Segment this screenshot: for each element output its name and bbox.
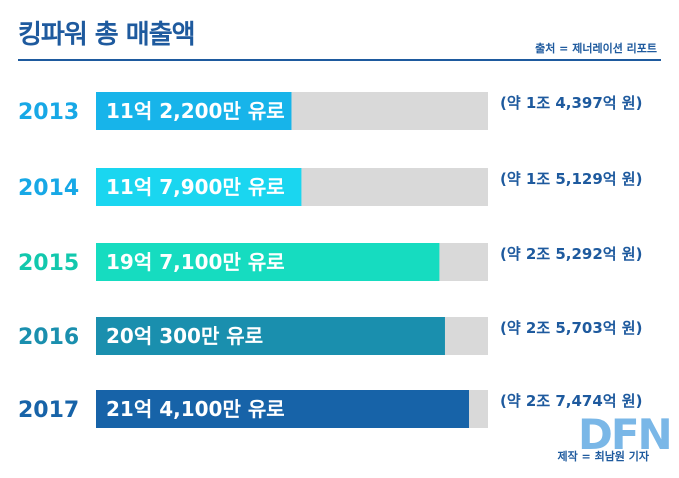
bar-value-label-2013: 11억 2,200만 유로 — [106, 99, 285, 123]
year-label-2013: 2013 — [18, 100, 79, 125]
year-label-2016: 2016 — [18, 325, 79, 350]
bar-2015 — [96, 243, 440, 281]
bar-value-label-2014: 11억 7,900만 유로 — [106, 175, 285, 199]
dfn-logo: DFN — [578, 410, 673, 459]
krw-label-2015: (약 2조 5,292억 원) — [500, 245, 642, 263]
year-label-2014: 2014 — [18, 176, 79, 201]
krw-label-2016: (약 2조 5,703억 원) — [500, 319, 642, 337]
source-note: 출처 = 제너레이션 리포트 — [535, 42, 657, 55]
bar-value-label-2017: 21억 4,100만 유로 — [106, 397, 285, 421]
page-title: 킹파워 총 매출액 — [18, 20, 196, 50]
bar-2013 — [96, 92, 292, 130]
krw-label-2013: (약 1조 4,397억 원) — [500, 94, 642, 112]
header-divider — [18, 59, 661, 61]
bar-value-label-2016: 20억 300만 유로 — [106, 324, 263, 348]
year-label-2017: 2017 — [18, 398, 79, 423]
krw-label-2017: (약 2조 7,474억 원) — [500, 392, 642, 410]
bar-value-label-2015: 19억 7,100만 유로 — [106, 250, 285, 274]
bar-2017 — [96, 390, 470, 428]
year-label-2015: 2015 — [18, 251, 79, 276]
krw-label-2014: (약 1조 5,129억 원) — [500, 170, 642, 188]
bar-2014 — [96, 168, 302, 206]
bar-2016 — [96, 317, 445, 355]
credit-note: 제작 = 최남원 기자 — [557, 450, 649, 463]
